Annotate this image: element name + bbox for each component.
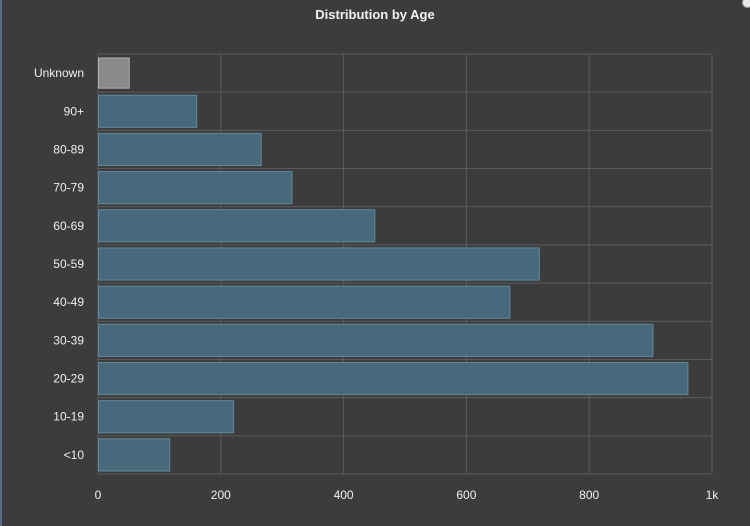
bars-layer — [98, 57, 689, 472]
bar-1019[interactable] — [98, 400, 235, 434]
bar-5059[interactable] — [98, 247, 540, 281]
x-tick-label: 800 — [579, 488, 599, 502]
bar-10[interactable] — [98, 438, 171, 472]
bar-unknown[interactable] — [98, 57, 130, 89]
y-tick-label: 30-39 — [53, 333, 84, 347]
chart-title: Distribution by Age — [315, 7, 435, 22]
bar-6069[interactable] — [98, 209, 376, 243]
y-axis-labels: Unknown 90+ 80-89 70-79 60-69 50-59 40-49 30-39… — [34, 66, 84, 462]
x-tick-label: 1k — [706, 488, 720, 502]
bar-3039[interactable] — [98, 323, 654, 357]
y-tick-label: 20-29 — [53, 372, 84, 386]
bar-2029[interactable] — [98, 361, 689, 396]
x-tick-label: 200 — [211, 488, 231, 502]
y-tick-label: <10 — [64, 448, 85, 462]
y-tick-label: 10-19 — [53, 410, 84, 424]
bar-7079[interactable] — [98, 171, 293, 205]
bar-8089[interactable] — [98, 132, 262, 167]
bar-4049[interactable] — [98, 285, 511, 319]
y-tick-label: 80-89 — [53, 142, 84, 156]
y-tick-label: 40-49 — [53, 295, 84, 309]
x-tick-label: 600 — [456, 488, 476, 502]
y-tick-label: 60-69 — [53, 219, 84, 233]
y-tick-label: Unknown — [34, 66, 84, 80]
bar-90[interactable] — [98, 94, 198, 128]
x-tick-label: 0 — [95, 488, 102, 502]
y-tick-label: 50-59 — [53, 257, 84, 271]
y-tick-label: 90+ — [64, 104, 84, 118]
y-tick-label: 70-79 — [53, 181, 84, 195]
x-tick-label: 400 — [334, 488, 354, 502]
x-axis-labels: 0 200 400 600 800 1k — [95, 488, 720, 502]
close-icon[interactable] — [742, 0, 750, 8]
grid-layer — [97, 53, 713, 475]
